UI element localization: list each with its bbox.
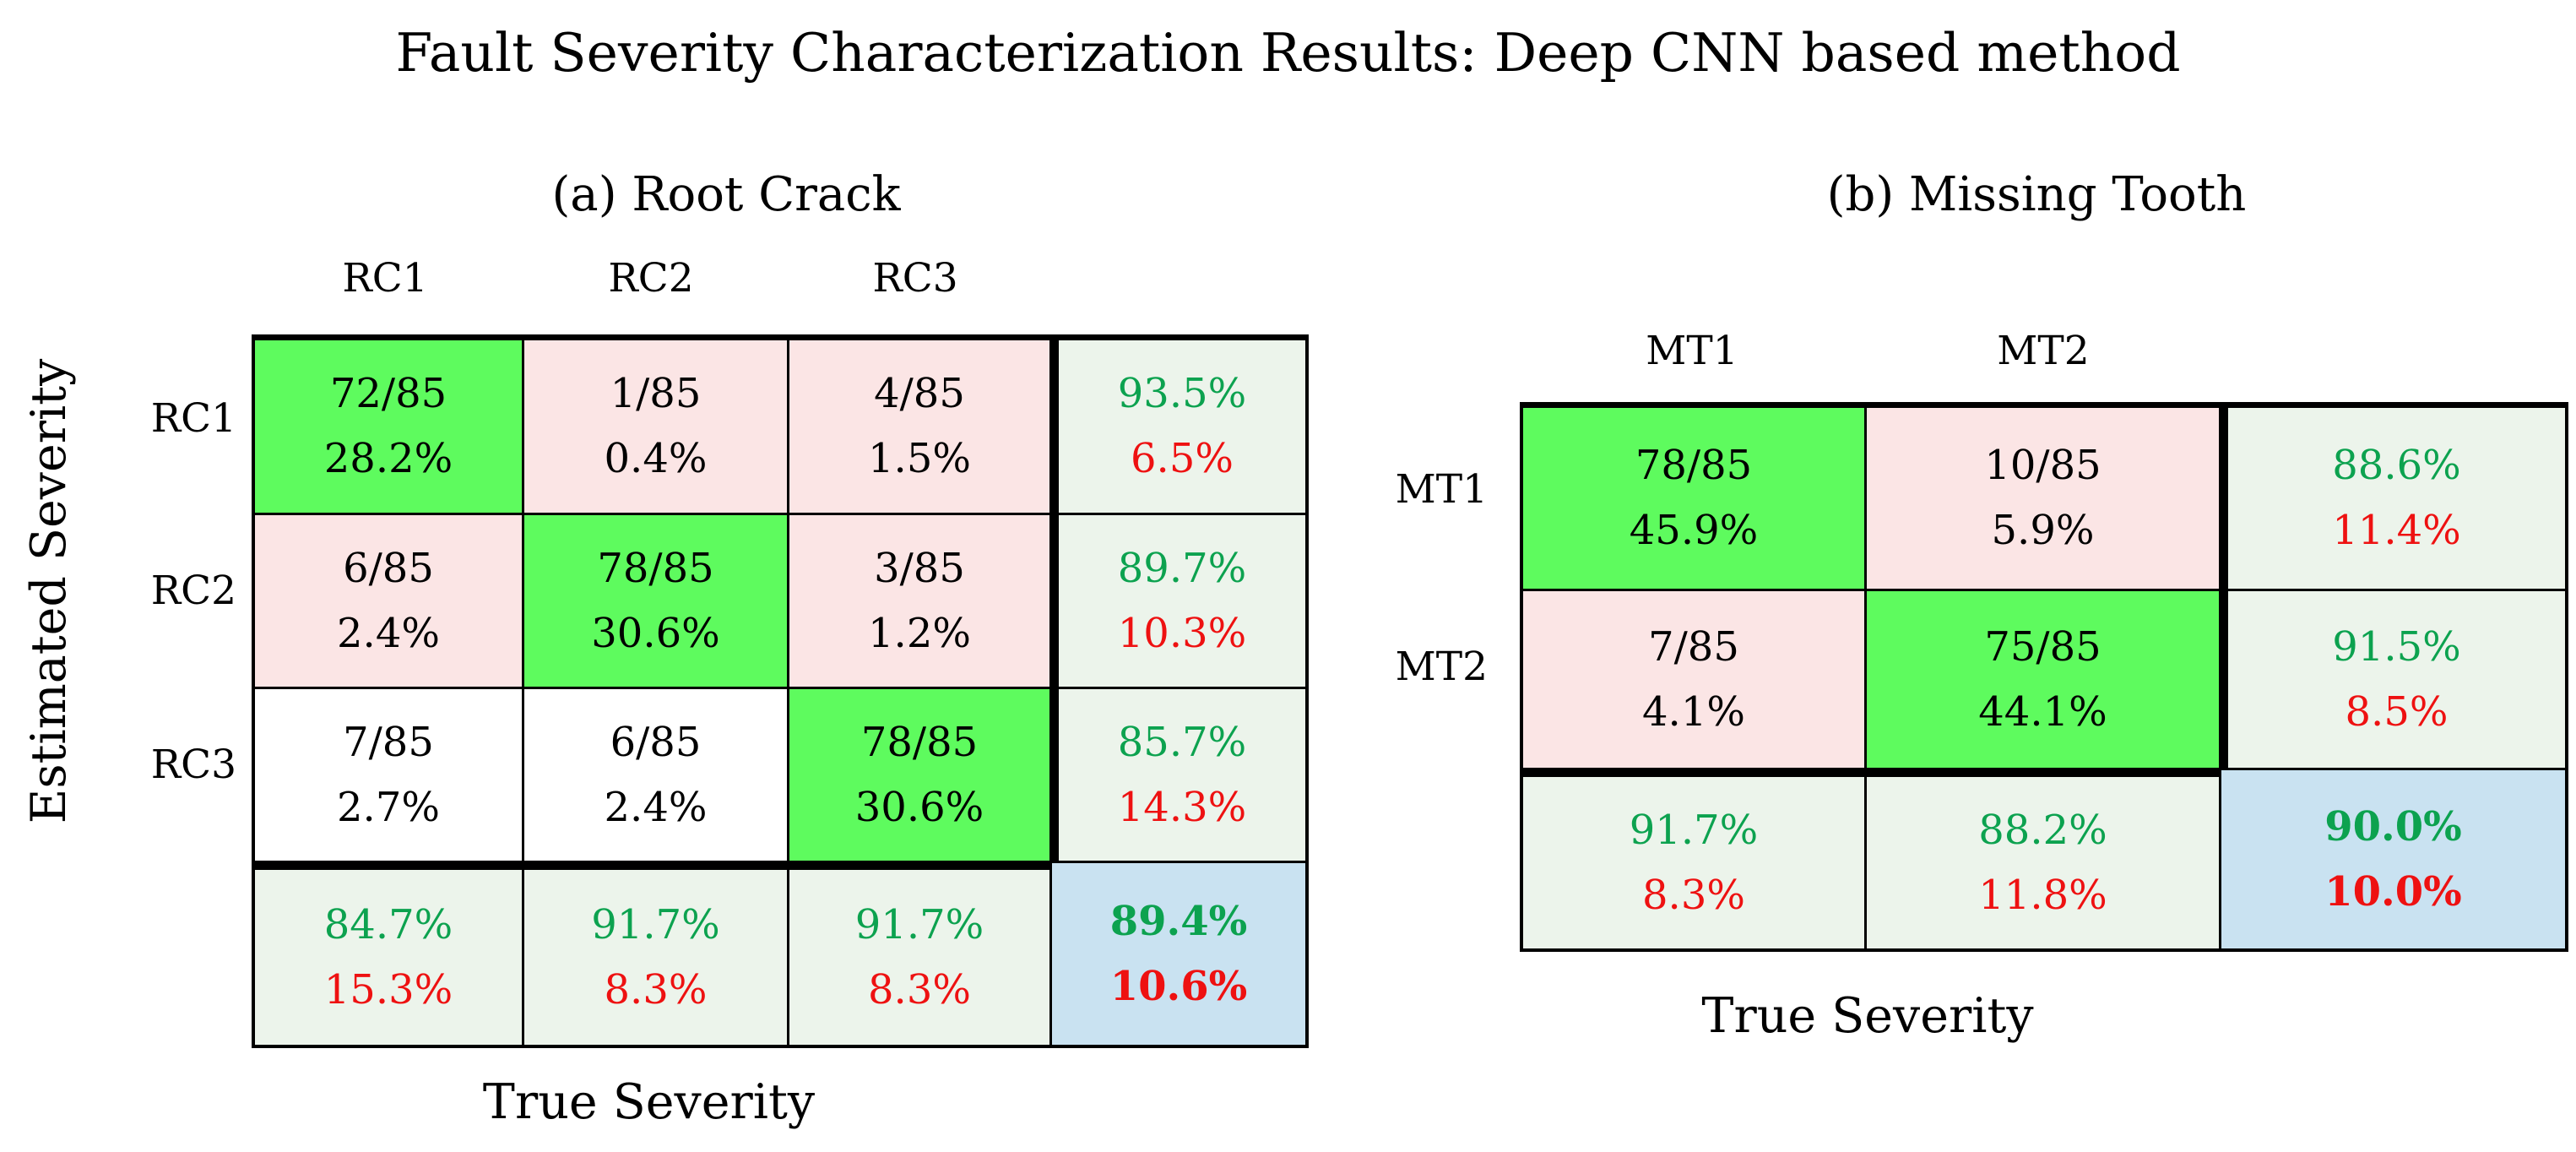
percent-value: 2.4% xyxy=(604,783,708,831)
error-value: 6.5% xyxy=(1131,435,1234,482)
accuracy-value: 91.7% xyxy=(854,900,984,948)
percent-value: 1.2% xyxy=(868,609,971,657)
error-value: 11.4% xyxy=(2332,507,2461,554)
percent-value: 28.2% xyxy=(323,435,453,482)
percent-value: 45.9% xyxy=(1629,507,1759,554)
percent-value: 0.4% xyxy=(604,435,708,482)
panel-a-col-header-rc2: RC2 xyxy=(608,255,694,302)
error-value: 11.8% xyxy=(1978,871,2107,919)
accuracy-value: 91.5% xyxy=(2332,622,2461,671)
panel-b-x-axis-label: True Severity xyxy=(1701,988,2034,1044)
cell-a-overall-accuracy: 89.4% 10.6% xyxy=(1049,861,1305,1045)
panel-b-col-header-mt2: MT2 xyxy=(1997,328,2090,374)
panel-a-row-header-rc2: RC2 xyxy=(150,568,236,614)
count-value: 3/85 xyxy=(874,544,965,592)
percent-value: 30.6% xyxy=(591,609,720,657)
percent-value: 5.9% xyxy=(1991,507,2095,554)
cell-b-col-summary-mt1: 91.7% 8.3% xyxy=(1523,768,1864,948)
count-value: 6/85 xyxy=(343,544,434,592)
cell-a-r2c1: 6/85 2.4% xyxy=(522,687,787,861)
panel-b-row-header-mt1: MT1 xyxy=(1395,466,1488,513)
error-value: 10.0% xyxy=(2324,867,2462,916)
percent-value: 4.1% xyxy=(1642,687,1745,736)
cell-a-r0c0: 72/85 28.2% xyxy=(255,340,522,513)
count-value: 4/85 xyxy=(874,370,965,418)
panel-b-col-header-mt1: MT1 xyxy=(1646,328,1738,374)
count-value: 78/85 xyxy=(860,718,979,766)
accuracy-value: 89.4% xyxy=(1109,897,1248,945)
percent-value: 2.4% xyxy=(337,609,440,657)
accuracy-value: 90.0% xyxy=(2324,802,2462,850)
cell-b-col-summary-mt2: 88.2% 11.8% xyxy=(1864,768,2219,948)
percent-value: 1.5% xyxy=(868,435,971,482)
error-value: 14.3% xyxy=(1117,783,1247,831)
accuracy-value: 91.7% xyxy=(591,900,720,948)
cell-b-r1c1: 75/85 44.1% xyxy=(1864,589,2219,768)
cell-a-col-summary-rc3: 91.7% 8.3% xyxy=(787,861,1049,1045)
count-value: 78/85 xyxy=(597,544,714,592)
cell-b-r0-summary: 88.6% 11.4% xyxy=(2219,408,2565,589)
count-value: 7/85 xyxy=(343,718,434,766)
cell-a-r0c2: 4/85 1.5% xyxy=(787,340,1049,513)
cell-b-r1-summary: 91.5% 8.5% xyxy=(2219,589,2565,768)
accuracy-value: 85.7% xyxy=(1117,718,1247,766)
percent-value: 30.6% xyxy=(854,783,984,831)
cell-b-r0c1: 10/85 5.9% xyxy=(1864,408,2219,589)
cell-a-r1c0: 6/85 2.4% xyxy=(255,513,522,687)
panel-b-caption: (b) Missing Tooth xyxy=(1826,167,2247,222)
panel-a-confusion-matrix: 72/85 28.2% 1/85 0.4% 4/85 1.5% 93.5% 6.… xyxy=(252,334,1309,1048)
cell-a-r1c2: 3/85 1.2% xyxy=(787,513,1049,687)
cell-a-col-summary-rc2: 91.7% 8.3% xyxy=(522,861,787,1045)
panel-a-x-axis-label: True Severity xyxy=(482,1074,816,1130)
cell-a-r1c1: 78/85 30.6% xyxy=(522,513,787,687)
cell-a-r0c1: 1/85 0.4% xyxy=(522,340,787,513)
cell-a-r2c0: 7/85 2.7% xyxy=(255,687,522,861)
error-value: 10.3% xyxy=(1117,609,1247,657)
count-value: 6/85 xyxy=(610,718,702,766)
panel-a-y-axis-label: Estimated Severity xyxy=(21,358,77,824)
error-value: 8.5% xyxy=(2345,687,2449,736)
cell-a-r2c2: 78/85 30.6% xyxy=(787,687,1049,861)
cell-b-r1c0: 7/85 4.1% xyxy=(1523,589,1864,768)
error-value: 15.3% xyxy=(323,965,453,1013)
count-value: 1/85 xyxy=(610,370,702,418)
count-value: 10/85 xyxy=(1984,442,2101,490)
accuracy-value: 91.7% xyxy=(1629,806,1759,854)
percent-value: 44.1% xyxy=(1978,687,2107,736)
error-value: 8.3% xyxy=(604,965,708,1013)
percent-value: 2.7% xyxy=(337,783,440,831)
cell-a-r0-summary: 93.5% 6.5% xyxy=(1049,340,1305,513)
figure-title: Fault Severity Characterization Results:… xyxy=(395,22,2181,84)
accuracy-value: 88.2% xyxy=(1978,806,2107,854)
error-value: 8.3% xyxy=(1642,871,1745,919)
cell-a-r1-summary: 89.7% 10.3% xyxy=(1049,513,1305,687)
panel-a-caption: (a) Root Crack xyxy=(551,167,901,222)
cell-b-r0c0: 78/85 45.9% xyxy=(1523,408,1864,589)
error-value: 10.6% xyxy=(1109,962,1248,1010)
count-value: 72/85 xyxy=(329,370,447,418)
count-value: 78/85 xyxy=(1635,442,1753,490)
cell-a-r2-summary: 85.7% 14.3% xyxy=(1049,687,1305,861)
accuracy-value: 84.7% xyxy=(323,900,453,948)
cell-b-overall-accuracy: 90.0% 10.0% xyxy=(2219,768,2565,948)
panel-b-confusion-matrix: 78/85 45.9% 10/85 5.9% 88.6% 11.4% 7/85 … xyxy=(1520,402,2568,952)
panel-a-row-header-rc3: RC3 xyxy=(150,742,236,788)
count-value: 7/85 xyxy=(1648,622,1739,671)
panel-a-row-header-rc1: RC1 xyxy=(150,395,236,442)
panel-a-col-header-rc1: RC1 xyxy=(342,255,428,302)
accuracy-value: 88.6% xyxy=(2332,442,2461,490)
panel-b-row-header-mt2: MT2 xyxy=(1395,644,1488,690)
panel-a-col-header-rc3: RC3 xyxy=(872,255,958,302)
error-value: 8.3% xyxy=(868,965,971,1013)
count-value: 75/85 xyxy=(1984,622,2101,671)
accuracy-value: 89.7% xyxy=(1117,544,1247,592)
cell-a-col-summary-rc1: 84.7% 15.3% xyxy=(255,861,522,1045)
accuracy-value: 93.5% xyxy=(1117,370,1247,418)
